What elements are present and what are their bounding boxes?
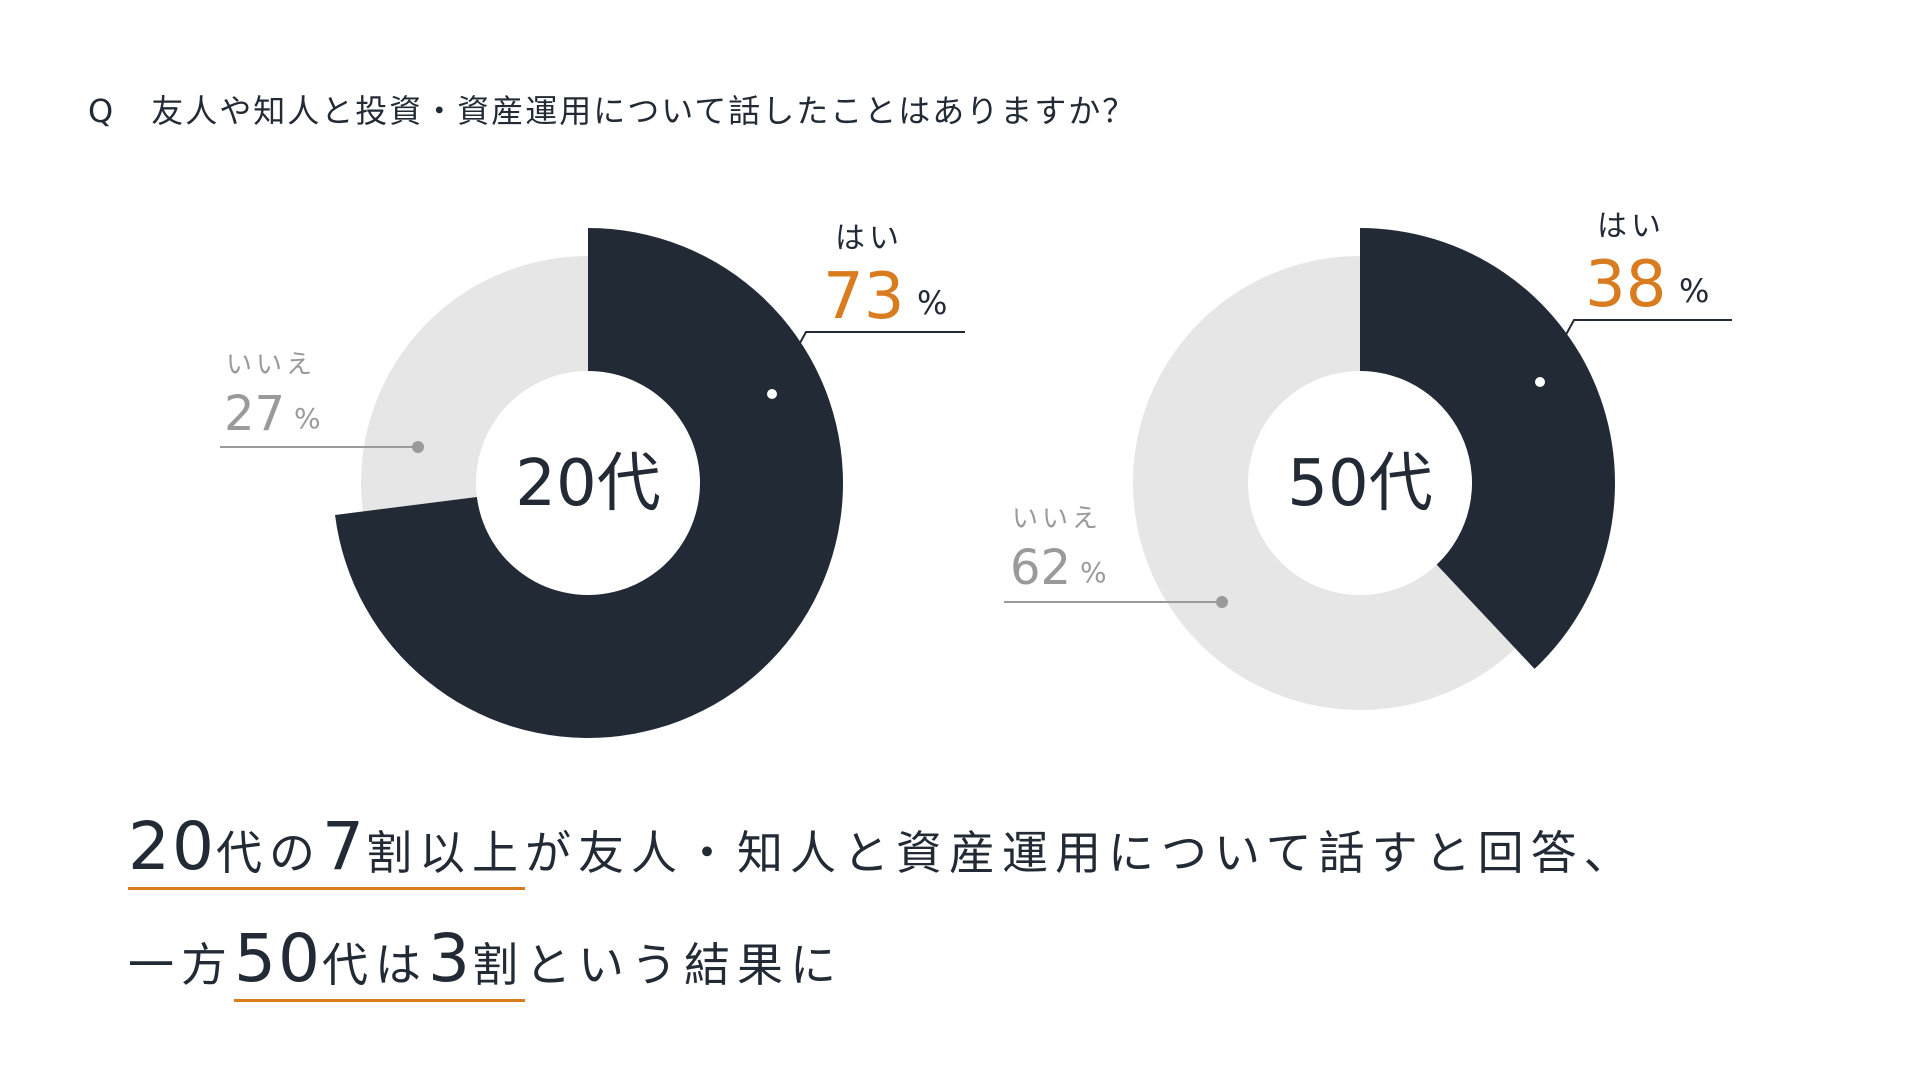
center-label-0: 20代 bbox=[515, 447, 660, 521]
value-no-0: 27 bbox=[224, 386, 285, 442]
summary-1-num2: 7 bbox=[321, 808, 366, 885]
callout-dot-no-1 bbox=[1216, 596, 1228, 608]
callout-dot-no-0 bbox=[412, 441, 424, 453]
summary-1-rest: が友人・知人と資産運用について話すと回答、 bbox=[524, 826, 1637, 880]
callout-dot-yes-0 bbox=[765, 387, 779, 401]
callout-line-yes-1 bbox=[1539, 319, 1732, 383]
summary-1-num: 20 bbox=[128, 808, 216, 885]
summary-2-rest: という結果に bbox=[524, 938, 843, 992]
summary-line-1: 20代の7割以上が友人・知人と資産運用について話すと回答、 bbox=[128, 812, 1637, 891]
center-label-1: 50代 bbox=[1287, 447, 1432, 521]
summary-line-1-underline: 20代の7割以上 bbox=[128, 812, 525, 891]
summary-2-num: 50 bbox=[234, 920, 322, 997]
summary-line-2: 一方50代は3割という結果に bbox=[128, 924, 843, 1003]
unit-no-0: % bbox=[294, 402, 321, 435]
summary-1-text-a: 代の bbox=[215, 826, 322, 880]
summary-2-text-b: 割 bbox=[471, 938, 525, 992]
label-yes-1: はい bbox=[1597, 209, 1665, 244]
label-no-0: いいえ bbox=[226, 350, 316, 380]
slice-yes-0 bbox=[335, 228, 844, 738]
question-text: 友人や知人と投資・資産運用について話したことはありますか？ bbox=[151, 92, 1137, 130]
slice-no-1 bbox=[1133, 256, 1516, 710]
label-yes-0: はい bbox=[835, 221, 903, 256]
summary-2-num2: 3 bbox=[427, 920, 472, 997]
callout-dot-yes-1 bbox=[1533, 375, 1547, 389]
summary-line-2-underline: 50代は3割 bbox=[234, 924, 525, 1003]
unit-no-1: % bbox=[1080, 556, 1107, 589]
value-yes-1: 38 bbox=[1585, 248, 1666, 322]
summary-2-text-a: 代は bbox=[321, 938, 428, 992]
value-yes-0: 73 bbox=[823, 260, 904, 334]
value-no-1: 62 bbox=[1010, 540, 1071, 596]
question-heading: Q 友人や知人と投資・資産運用について話したことはありますか？ bbox=[88, 86, 1136, 132]
label-no-1: いいえ bbox=[1012, 504, 1102, 534]
unit-yes-0: % bbox=[917, 284, 947, 322]
question-mark: Q bbox=[88, 92, 116, 130]
unit-yes-1: % bbox=[1679, 272, 1709, 310]
summary-2-prefix: 一方 bbox=[128, 938, 234, 992]
slice-yes-1 bbox=[1360, 228, 1616, 669]
callout-line-yes-0 bbox=[771, 331, 965, 395]
summary-1-text-b: 割以上 bbox=[365, 826, 525, 880]
